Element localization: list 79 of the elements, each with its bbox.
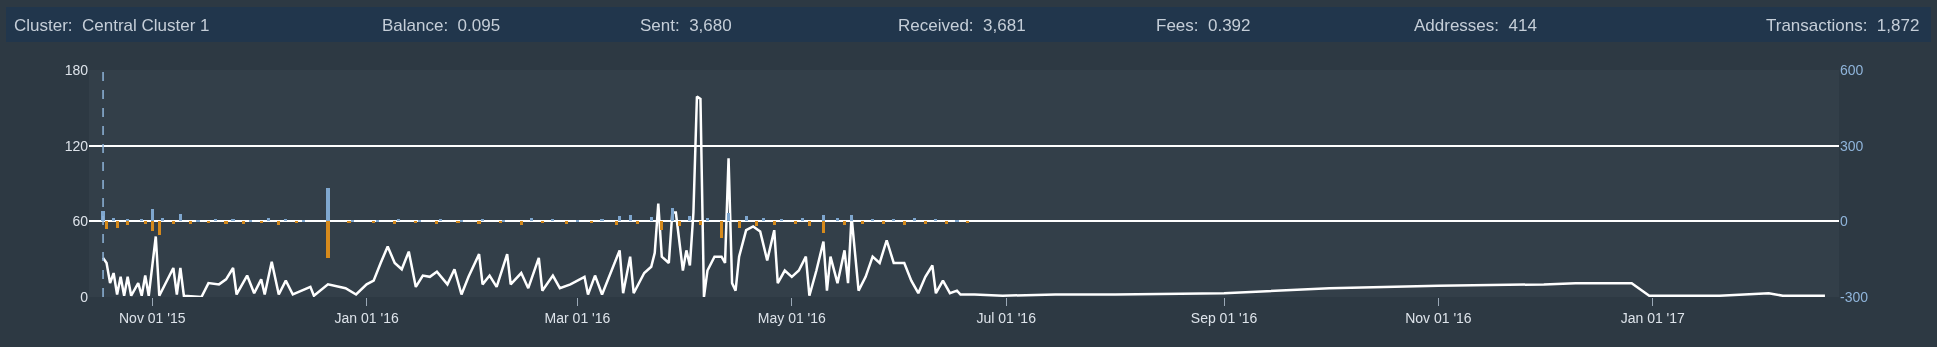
bar [189,221,192,224]
bar [242,221,245,224]
text: Received: 3,681 [898,16,1026,35]
bar [126,221,129,225]
y-tick-label: 180 [64,61,89,78]
bar [179,214,182,221]
bar [477,221,481,224]
bar [762,218,765,221]
y2-tick-label: 0 [1840,213,1848,230]
bar [629,215,632,221]
x-tick-label: Sep 01 '16 [1190,309,1258,326]
bar [224,221,228,224]
x-tick-label: Nov 01 '15 [119,309,186,326]
bar [794,221,797,224]
bar [861,221,864,224]
bar [913,218,916,221]
bar [706,218,709,221]
bar [850,215,853,221]
x-tick-label: Nov 01 '16 [1405,309,1472,326]
bar [105,221,108,229]
text: Addresses: 414 [1414,16,1537,35]
bar [172,221,175,224]
bar [836,218,839,221]
bar [822,221,825,233]
y-tick-label: 120 [64,137,89,154]
bar [903,221,906,225]
text: Sent: 3,680 [640,16,732,35]
bar [393,221,396,224]
bar [112,218,115,221]
bar [636,221,639,224]
bar [326,188,330,221]
x-tick-label: Mar 01 '16 [544,309,611,326]
bar [699,221,702,225]
bar [650,217,653,221]
bar [924,221,927,224]
bar [773,221,776,225]
bar [615,221,618,225]
bar [945,221,948,224]
bar [326,221,330,258]
bar [618,216,621,221]
y2-tick-label: -300 [1840,288,1869,305]
bar [801,218,804,221]
bar [151,221,154,231]
bar [435,221,438,224]
x-tick-label: May 01 '16 [757,309,827,326]
bar [727,213,730,221]
bar [267,218,270,221]
bar [720,221,723,238]
x-tick-label: Jul 01 '16 [976,309,1037,326]
bar [565,221,568,224]
bar [671,208,674,221]
bar [678,221,681,226]
y2-tick-label: 600 [1840,61,1864,78]
bar [277,221,280,225]
bar [808,221,811,226]
bar [843,221,846,225]
bar [144,221,147,224]
bar [882,221,885,224]
x-tick-label: Jan 01 '17 [1620,309,1686,326]
text: Balance: 0.095 [382,16,501,35]
bar [530,218,533,221]
x-tick-label: Jan 01 '16 [334,309,399,326]
bar [158,221,161,235]
bar [745,216,748,221]
bar [738,221,741,228]
bar [660,221,663,230]
y2-tick-label: 300 [1840,137,1864,154]
chart-title: Cluster: Central Cluster 1 [14,16,210,35]
bar [822,215,825,221]
y-tick-label: 60 [72,213,89,230]
bar [688,216,691,221]
bar [520,221,523,225]
y-tick-label: 0 [80,288,89,305]
bar [116,221,119,228]
bar [151,209,154,221]
bar [161,218,164,221]
text: Fees: 0.392 [1156,16,1251,35]
text: Transactions: 1,872 [1766,16,1920,35]
bar [755,221,758,226]
